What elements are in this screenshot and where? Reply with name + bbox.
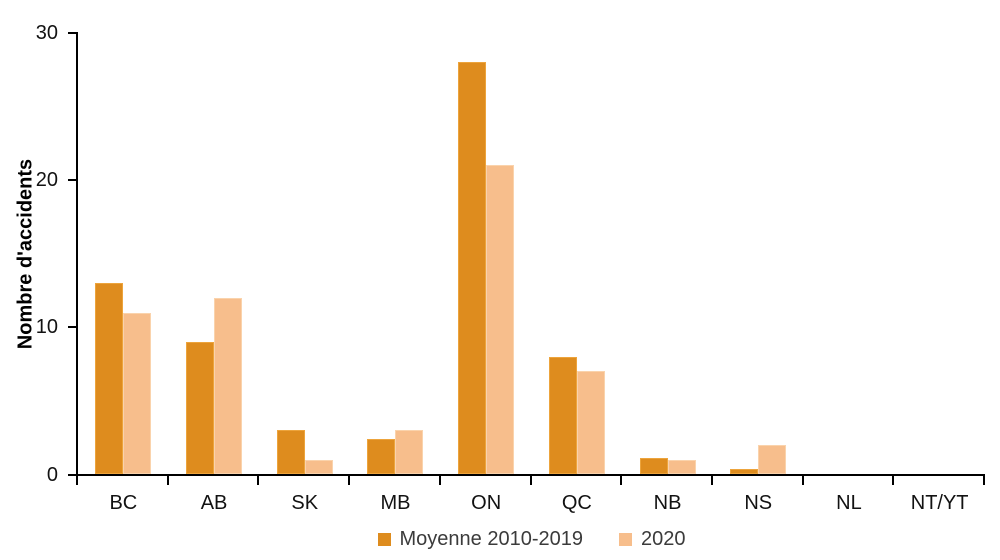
- bar-moyenne-ns: [730, 468, 759, 475]
- x-tick-label: ON: [471, 492, 502, 514]
- x-tick-label: QC: [561, 492, 592, 514]
- y-tick-label: 0: [46, 463, 58, 486]
- legend-item-2020: 2020: [618, 527, 686, 551]
- y-tick-label: 30: [35, 22, 58, 44]
- x-tick-label: AB: [200, 492, 228, 514]
- bar-moyenne-sk: [276, 430, 305, 475]
- x-tick-label: BC: [109, 492, 138, 514]
- x-tick-mark: [620, 474, 623, 485]
- bar-moyenne-ab: [186, 342, 215, 475]
- bar-2020-nb: [667, 459, 696, 475]
- y-tick-label: 20: [35, 169, 58, 192]
- x-tick-label: MB: [380, 492, 411, 514]
- y-tick-label: 10: [35, 316, 58, 339]
- y-axis-line: [76, 32, 78, 476]
- y-tick-mark: [68, 179, 76, 182]
- x-tick-mark: [983, 474, 985, 485]
- x-tick-mark: [348, 474, 351, 485]
- x-tick-mark: [438, 474, 441, 485]
- x-tick-mark: [257, 474, 260, 485]
- bar-2020-sk: [304, 459, 333, 475]
- x-tick-mark: [166, 474, 169, 485]
- bar-2020-ab: [214, 297, 243, 475]
- x-tick-label: NT/YT: [910, 492, 969, 514]
- x-tick-label: NS: [744, 492, 773, 514]
- x-tick-mark: [801, 474, 804, 485]
- y-tick-mark: [68, 32, 76, 34]
- legend-label: 2020: [640, 527, 686, 550]
- y-tick-mark: [68, 473, 76, 476]
- x-tick-mark: [710, 474, 713, 485]
- legend-label: Moyenne 2010-2019: [399, 527, 583, 550]
- x-tick-label: SK: [291, 492, 319, 514]
- bar-moyenne-on: [458, 62, 487, 475]
- bar-2020-bc: [123, 312, 152, 475]
- legend-item-moyenne: Moyenne 2010-2019: [377, 527, 583, 551]
- x-tick-mark: [76, 474, 78, 485]
- bar-moyenne-bc: [95, 283, 124, 475]
- x-tick-mark: [529, 474, 532, 485]
- bar-2020-qc: [576, 371, 605, 475]
- x-tick-mark: [892, 474, 895, 485]
- y-tick-mark: [68, 326, 76, 329]
- bar-moyenne-qc: [548, 356, 577, 475]
- x-tick-label: NL: [836, 492, 862, 514]
- bar-2020-ns: [758, 445, 787, 475]
- bar-2020-mb: [395, 430, 424, 475]
- legend-swatch-icon: [377, 532, 391, 546]
- bar-2020-on: [486, 165, 515, 475]
- x-tick-label: NB: [653, 492, 682, 514]
- bar-moyenne-mb: [367, 439, 396, 475]
- legend-swatch-icon: [618, 532, 632, 546]
- bar-moyenne-nb: [639, 458, 668, 475]
- legend: Moyenne 2010-2019 2020: [78, 526, 985, 552]
